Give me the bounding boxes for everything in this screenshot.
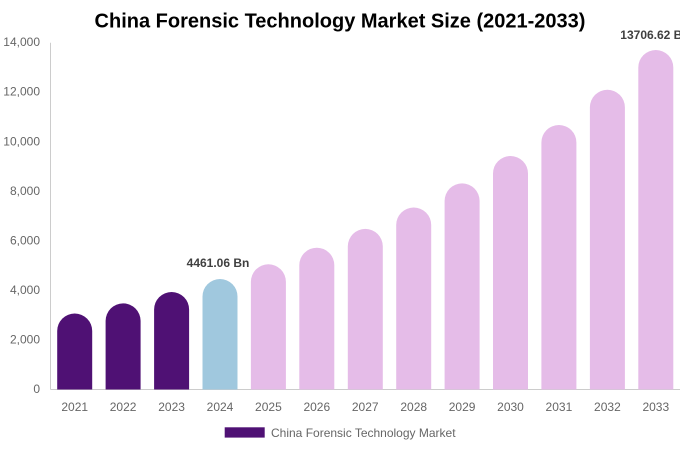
svg-text:13706.62 Bn: 13706.62 Bn — [620, 28, 680, 42]
svg-text:China Forensic Technology Mark: China Forensic Technology Market — [271, 426, 456, 440]
svg-text:6,000: 6,000 — [10, 233, 40, 247]
svg-text:4461.06 Bn: 4461.06 Bn — [187, 256, 250, 270]
svg-text:2022: 2022 — [110, 400, 137, 414]
svg-text:China Forensic Technology Mark: China Forensic Technology Market Size (2… — [95, 11, 586, 33]
svg-text:4,000: 4,000 — [10, 283, 40, 297]
svg-text:2023: 2023 — [158, 400, 185, 414]
svg-text:2031: 2031 — [546, 400, 573, 414]
svg-text:2024: 2024 — [207, 400, 234, 414]
svg-text:2028: 2028 — [400, 400, 427, 414]
svg-text:2025: 2025 — [255, 400, 282, 414]
svg-text:2029: 2029 — [449, 400, 476, 414]
svg-text:2027: 2027 — [352, 400, 379, 414]
svg-text:10,000: 10,000 — [3, 134, 40, 148]
svg-text:12,000: 12,000 — [3, 85, 40, 99]
svg-text:2030: 2030 — [497, 400, 524, 414]
svg-text:2032: 2032 — [594, 400, 621, 414]
svg-text:0: 0 — [33, 382, 40, 396]
svg-text:2,000: 2,000 — [10, 332, 40, 346]
svg-text:8,000: 8,000 — [10, 184, 40, 198]
svg-text:2021: 2021 — [61, 400, 88, 414]
svg-text:2026: 2026 — [303, 400, 330, 414]
svg-text:2033: 2033 — [642, 400, 669, 414]
svg-text:14,000: 14,000 — [3, 35, 40, 49]
